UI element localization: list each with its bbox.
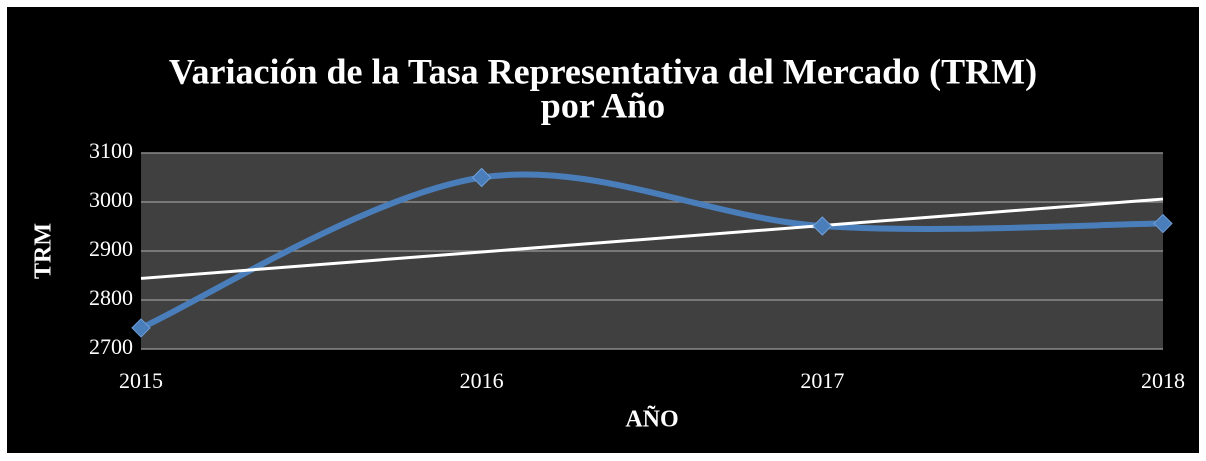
x-tick-label: 2017: [800, 368, 844, 393]
series-line: [138, 171, 1166, 331]
y-tick-label: 2900: [89, 236, 133, 261]
y-tick-label: 2800: [89, 285, 133, 310]
marker: [812, 216, 833, 236]
x-tick-label: 2018: [1141, 368, 1185, 393]
chart-title: por Año: [541, 85, 665, 125]
x-tick-label: 2016: [460, 368, 504, 393]
marker: [131, 318, 151, 338]
marker: [471, 167, 492, 188]
chart-title: Variación de la Tasa Representativa del …: [169, 51, 1037, 91]
y-tick-label: 3100: [89, 138, 133, 163]
y-axis-title: TRM: [31, 223, 57, 279]
trendline: [140, 197, 1164, 280]
y-tick-label: 3000: [89, 187, 133, 212]
y-tick-label: 2700: [89, 334, 133, 359]
marker: [1153, 213, 1173, 234]
x-axis-title: AÑO: [625, 407, 678, 433]
x-tick-label: 2015: [119, 368, 163, 393]
